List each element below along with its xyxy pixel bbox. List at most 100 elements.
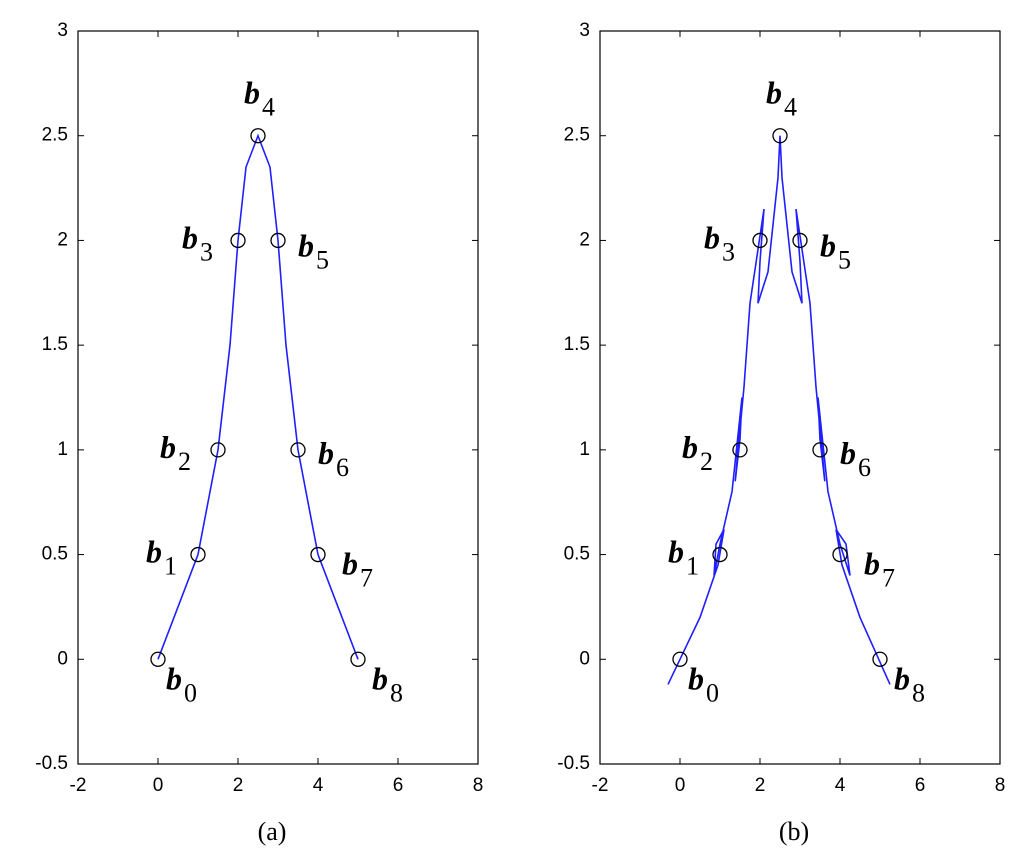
curve — [157, 133, 359, 660]
y-tick-label: 1 — [57, 439, 68, 460]
point-label-sub: 0 — [184, 678, 197, 707]
x-tick-label: -2 — [592, 775, 609, 796]
point-label: b0 — [166, 660, 197, 707]
point-label: b3 — [182, 219, 213, 266]
y-tick-label: 0 — [579, 648, 590, 669]
point-label: b1 — [146, 534, 177, 581]
point-label: b6 — [318, 435, 349, 482]
x-tick-label: 6 — [915, 775, 926, 796]
control-point — [712, 546, 728, 563]
point-label-sub: 7 — [882, 564, 895, 593]
y-tick-label: 0.5 — [42, 544, 68, 565]
x-tick-label: 8 — [473, 775, 484, 796]
x-tick-label: 2 — [755, 775, 766, 796]
point-label-base: b — [840, 435, 856, 471]
point-label-base: b — [682, 429, 698, 465]
y-tick-label: -0.5 — [35, 753, 68, 774]
x-tick-label: 4 — [313, 775, 324, 796]
y-tick-label: 1.5 — [42, 334, 68, 355]
point-label-sub: 5 — [316, 245, 329, 274]
point-label-base: b — [372, 660, 388, 696]
point-label-base: b — [688, 660, 704, 696]
control-point — [310, 546, 326, 563]
caption: (a) — [258, 817, 287, 846]
point-label-sub: 6 — [858, 453, 871, 482]
control-point — [772, 128, 788, 144]
point-label-sub: 2 — [700, 447, 713, 476]
caption: (b) — [779, 817, 809, 846]
point-label-base: b — [894, 660, 910, 696]
y-tick-label: 0 — [57, 648, 68, 669]
point-label: b4 — [244, 75, 275, 122]
point-label: b5 — [820, 227, 851, 274]
point-label-sub: 0 — [706, 678, 719, 707]
control-point — [270, 232, 286, 249]
y-tick-label: 3 — [57, 20, 68, 41]
control-point — [190, 546, 206, 563]
control-point — [210, 442, 226, 458]
control-point — [872, 651, 888, 667]
point-label: b1 — [668, 534, 699, 581]
point-label-base: b — [298, 227, 314, 263]
point-label: b2 — [160, 429, 191, 476]
point-label-sub: 1 — [686, 552, 699, 581]
y-tick-label: 0.5 — [564, 544, 590, 565]
y-tick-label: 2.5 — [564, 125, 590, 146]
point-label: b6 — [840, 435, 871, 482]
x-tick-label: 8 — [995, 775, 1006, 796]
y-tick-label: 2.5 — [42, 125, 68, 146]
control-point — [752, 232, 768, 249]
point-label-sub: 4 — [262, 93, 275, 122]
point-label-base: b — [318, 435, 334, 471]
x-tick-label: 0 — [153, 775, 164, 796]
point-label-base: b — [244, 75, 260, 111]
point-label-sub: 8 — [390, 678, 403, 707]
point-label-base: b — [182, 219, 198, 255]
point-label: b8 — [894, 660, 925, 707]
point-label: b5 — [298, 227, 329, 274]
x-tick-label: 0 — [675, 775, 686, 796]
x-tick-label: 6 — [393, 775, 404, 796]
point-label: b4 — [766, 75, 797, 122]
control-point — [150, 651, 166, 667]
point-label-sub: 2 — [178, 447, 191, 476]
y-tick-label: 2 — [57, 229, 68, 250]
control-point — [230, 232, 246, 249]
y-tick-label: 1.5 — [564, 334, 590, 355]
plot-frame — [77, 30, 479, 765]
point-label-sub: 3 — [722, 237, 735, 266]
point-label-base: b — [704, 219, 720, 255]
point-label-sub: 6 — [336, 453, 349, 482]
y-tick-label: 2 — [579, 229, 590, 250]
y-tick-label: 3 — [579, 20, 590, 41]
point-label-base: b — [766, 75, 782, 111]
x-tick-label: -2 — [70, 775, 87, 796]
control-point — [250, 128, 266, 144]
point-label: b2 — [682, 429, 713, 476]
y-tick-label: -0.5 — [557, 753, 590, 774]
point-label: b7 — [342, 546, 373, 593]
control-point — [290, 442, 306, 458]
plot-frame — [599, 30, 1001, 765]
point-label: b7 — [864, 546, 895, 593]
point-label-base: b — [820, 227, 836, 263]
control-point — [672, 651, 688, 667]
y-tick-label: 1 — [579, 439, 590, 460]
control-point — [732, 442, 748, 458]
control-point — [832, 546, 848, 563]
point-label: b0 — [688, 660, 719, 707]
control-point — [792, 232, 808, 249]
point-label-sub: 5 — [838, 245, 851, 274]
point-label-sub: 1 — [164, 552, 177, 581]
point-label-sub: 8 — [912, 678, 925, 707]
point-label-sub: 3 — [200, 237, 213, 266]
control-point — [350, 651, 366, 667]
point-label: b3 — [704, 219, 735, 266]
point-label-base: b — [166, 660, 182, 696]
point-label-base: b — [668, 534, 684, 570]
x-tick-label: 4 — [835, 775, 846, 796]
point-label: b8 — [372, 660, 403, 707]
point-label-sub: 4 — [784, 93, 797, 122]
curve — [667, 135, 891, 685]
